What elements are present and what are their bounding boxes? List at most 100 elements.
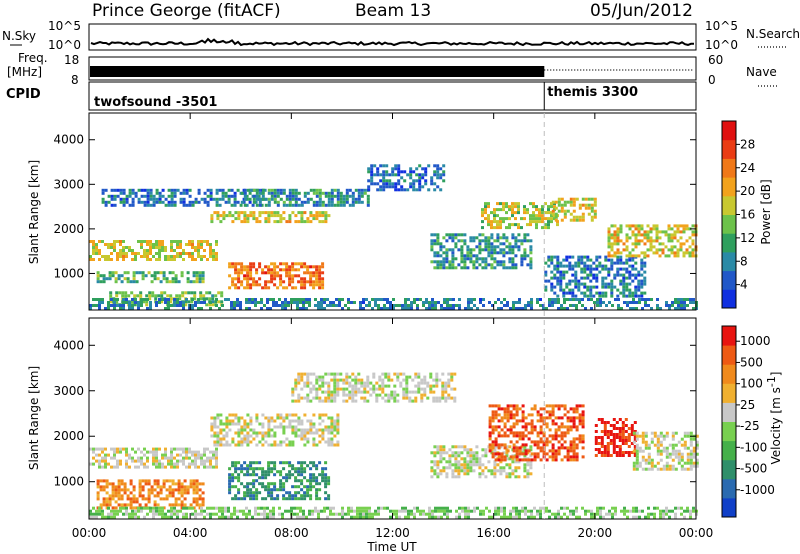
velocity-cell: [333, 375, 337, 379]
velocity-cell: [545, 410, 549, 414]
power-cell: [589, 288, 593, 292]
power-cell: [467, 298, 470, 301]
power-cell: [115, 300, 119, 304]
velocity-cell: [469, 463, 473, 467]
velocity-cell: [294, 434, 298, 438]
velocity-cell: [327, 479, 331, 483]
power-cell: [110, 243, 113, 246]
power-cell: [148, 297, 152, 301]
power-cell: [559, 285, 563, 289]
velocity-cell: [695, 434, 699, 438]
velocity-cell: [195, 488, 199, 492]
power-cell: [382, 176, 386, 180]
power-cell: [616, 288, 620, 292]
velocity-cell: [342, 387, 346, 391]
velocity-cell: [158, 462, 161, 466]
power-cell: [583, 276, 587, 280]
velocity-cell: [321, 378, 325, 382]
velocity-cell: [155, 465, 158, 469]
power-cell: [176, 301, 179, 304]
power-cell: [524, 307, 527, 310]
power-cell: [439, 263, 443, 267]
velocity-cell: [300, 473, 304, 477]
power-cell: [293, 301, 296, 304]
velocity-cell: [279, 470, 283, 474]
velocity-cell: [460, 463, 464, 467]
velocity-cell: [324, 467, 328, 471]
power-cell: [616, 270, 620, 274]
power-cell: [508, 226, 511, 230]
power-cell: [107, 246, 110, 249]
velocity-cell: [129, 479, 133, 483]
power-cell: [565, 258, 569, 262]
power-cell: [131, 188, 135, 192]
velocity-cell: [419, 512, 422, 516]
velocity-cell: [545, 452, 549, 456]
velocity-cell: [635, 446, 639, 450]
power-cell: [338, 301, 341, 304]
velocity-cell: [695, 458, 699, 462]
velocity-cell: [368, 509, 371, 513]
power-cell: [185, 298, 188, 301]
velocity-cell: [650, 458, 654, 462]
power-cell: [318, 268, 322, 272]
velocity-cell: [333, 384, 337, 388]
power-cell: [631, 224, 635, 228]
velocity-cell: [436, 448, 440, 452]
power-cell: [199, 294, 203, 298]
power-cell: [205, 291, 209, 295]
power-cell: [391, 170, 395, 174]
velocity-cell: [237, 443, 241, 447]
velocity-cell: [572, 416, 576, 420]
velocity-cell: [291, 419, 295, 423]
power-cell: [206, 240, 209, 243]
velocity-cell: [446, 506, 449, 510]
power-cell: [220, 300, 224, 304]
velocity-cell: [689, 455, 693, 459]
velocity-cell: [222, 428, 226, 432]
velocity-cell: [530, 422, 534, 426]
power-cell: [470, 298, 473, 301]
velocity-cell: [249, 497, 253, 501]
velocity-cell: [695, 440, 699, 444]
velocity-cell: [439, 454, 443, 458]
power-cell: [176, 252, 179, 255]
velocity-cell: [198, 494, 202, 498]
velocity-cell: [102, 497, 106, 501]
velocity-cell: [493, 466, 497, 470]
power-cell: [442, 179, 446, 183]
velocity-cell: [467, 515, 470, 519]
power-cell: [267, 200, 271, 204]
velocity-cell: [330, 393, 334, 397]
velocity-cell: [194, 456, 197, 460]
power-cell: [677, 298, 680, 301]
velocity-cell: [261, 413, 265, 417]
power-cell: [146, 307, 149, 310]
velocity-cell: [683, 443, 687, 447]
velocity-cell: [197, 453, 200, 457]
power-cell: [237, 268, 241, 272]
power-cell: [466, 248, 470, 252]
power-cell: [149, 194, 153, 198]
velocity-cell: [478, 460, 482, 464]
power-cell: [446, 298, 449, 301]
velocity-cell: [330, 425, 334, 429]
velocity-cell: [512, 431, 516, 435]
velocity-cell: [270, 470, 274, 474]
power-cell: [228, 214, 232, 218]
velocity-cell: [638, 434, 642, 438]
power-cell: [140, 243, 143, 246]
power-cell: [321, 271, 325, 275]
velocity-cell: [99, 503, 103, 507]
velocity-cell: [327, 416, 331, 420]
power-cell: [679, 224, 683, 228]
velocity-cell: [156, 494, 160, 498]
velocity-cell: [603, 427, 607, 430]
velocity-cell: [572, 407, 576, 411]
velocity-cell: [140, 506, 143, 510]
velocity-cell: [191, 450, 194, 454]
velocity-cell: [481, 472, 485, 476]
power-cell: [541, 226, 544, 230]
velocity-cell: [315, 497, 319, 501]
power-cell: [433, 164, 437, 168]
